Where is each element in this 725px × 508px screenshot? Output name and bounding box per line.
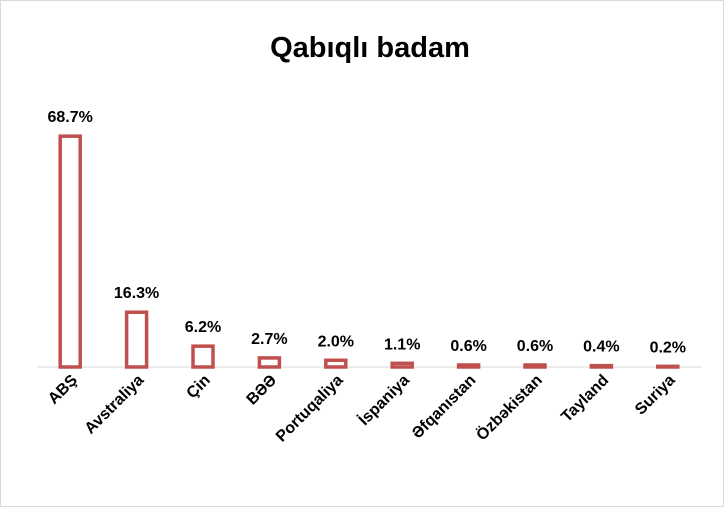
bar <box>324 358 348 369</box>
bar <box>523 363 547 369</box>
value-label: 1.1% <box>384 336 420 353</box>
chart-title: Qabıqlı badam <box>270 32 470 64</box>
bar <box>58 134 82 369</box>
value-label: 6.2% <box>185 319 221 336</box>
value-label: 0.6% <box>517 338 553 355</box>
bar <box>456 363 481 369</box>
value-label: 16.3% <box>114 285 159 302</box>
value-label: 2.0% <box>318 333 354 350</box>
bar <box>124 310 149 369</box>
value-label: 2.7% <box>251 331 287 348</box>
value-label: 68.7% <box>48 109 93 126</box>
bar <box>656 364 680 369</box>
bar <box>390 361 414 369</box>
bar <box>191 344 215 369</box>
value-label: 0.2% <box>650 339 686 356</box>
bar <box>589 363 614 369</box>
bar <box>257 356 282 369</box>
value-label: 0.4% <box>583 339 619 356</box>
value-label: 0.6% <box>450 338 486 355</box>
